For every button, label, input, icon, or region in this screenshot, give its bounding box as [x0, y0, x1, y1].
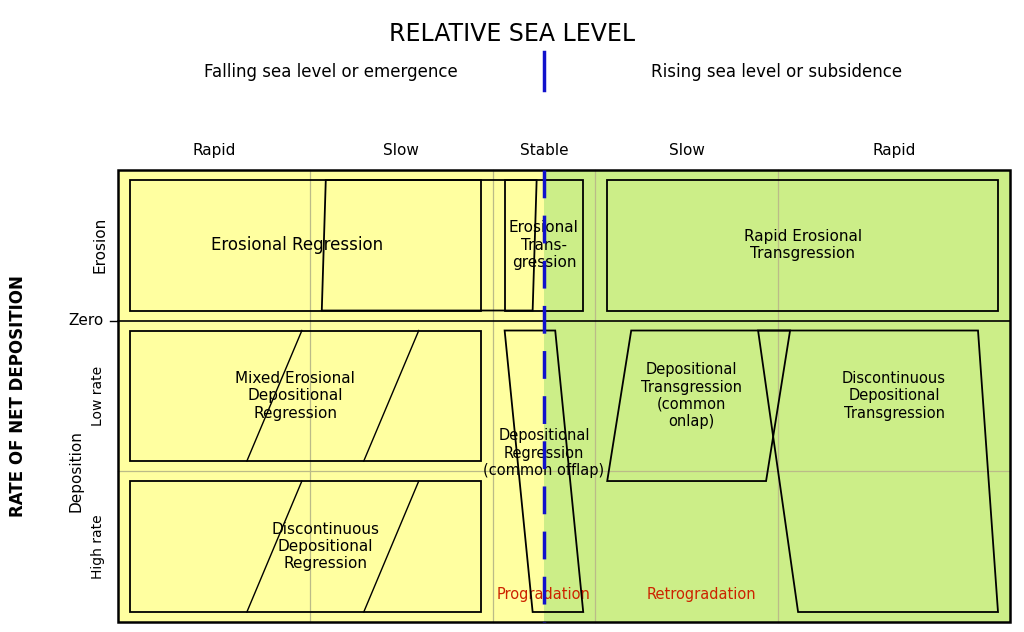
Text: Slow: Slow: [669, 143, 705, 158]
Text: Low rate: Low rate: [91, 366, 105, 426]
Text: Rapid: Rapid: [193, 143, 236, 158]
Text: Mixed Erosional
Depositional
Regression: Mixed Erosional Depositional Regression: [236, 371, 355, 421]
Text: Zero: Zero: [69, 313, 104, 328]
Text: Progradation: Progradation: [497, 586, 591, 602]
Text: Retrogradation: Retrogradation: [647, 586, 757, 602]
Text: Erosion: Erosion: [92, 217, 108, 274]
Text: Erosional Regression: Erosional Regression: [211, 236, 383, 254]
Bar: [118, 170, 544, 622]
Text: Erosional
Trans-
gression: Erosional Trans- gression: [509, 221, 579, 270]
Text: Falling sea level or emergence: Falling sea level or emergence: [204, 63, 458, 81]
Text: RELATIVE SEA LEVEL: RELATIVE SEA LEVEL: [389, 22, 635, 46]
Text: Discontinuous
Depositional
Transgression: Discontinuous Depositional Transgression: [842, 371, 946, 421]
Text: High rate: High rate: [91, 514, 105, 579]
Text: Rapid: Rapid: [872, 143, 915, 158]
Text: Stable: Stable: [519, 143, 568, 158]
Text: Deposition: Deposition: [69, 430, 84, 512]
Bar: [118, 170, 1010, 622]
Text: Rising sea level or subsidence: Rising sea level or subsidence: [651, 63, 902, 81]
Text: Rapid Erosional
Transgression: Rapid Erosional Transgression: [743, 229, 861, 262]
Text: RATE OF NET DEPOSITION: RATE OF NET DEPOSITION: [9, 275, 27, 517]
Text: Slow: Slow: [383, 143, 419, 158]
Bar: [544, 170, 1010, 622]
Text: Depositional
Transgression
(common
onlap): Depositional Transgression (common onlap…: [641, 362, 742, 429]
Text: Depositional
Regression
(common offlap): Depositional Regression (common offlap): [483, 428, 604, 478]
Text: Discontinuous
Depositional
Regression: Discontinuous Depositional Regression: [271, 521, 379, 571]
